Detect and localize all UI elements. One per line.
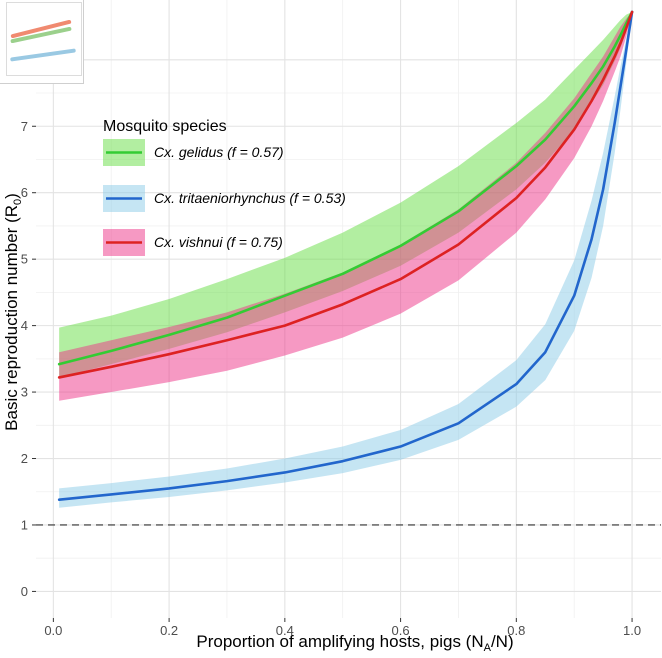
x-tick-label: 0.8	[507, 623, 525, 638]
y-tick-label: 5	[21, 252, 28, 267]
y-tick-label: 4	[21, 318, 28, 333]
y-axis-title: Basic reproduction number (R0)	[2, 193, 24, 431]
y-tick-label: 2	[21, 451, 28, 466]
confidence-bands	[59, 11, 633, 508]
series-lines	[57, 10, 634, 502]
thumbnail-band-blue	[10, 48, 76, 62]
y-tick-label: 1	[21, 517, 28, 532]
thumbnail-frame	[6, 2, 82, 76]
y-tick-label: 7	[21, 119, 28, 134]
line-series-2	[57, 10, 634, 379]
y-tick-label: 6	[21, 185, 28, 200]
legend-item-tritaeniorhynchus: Cx. tritaeniorhynchus (f = 0.53)	[103, 185, 346, 212]
band-series-1	[59, 11, 633, 508]
line-series-0	[57, 10, 634, 366]
legend-item-vishnui: Cx. vishnui (f = 0.75)	[103, 229, 283, 256]
line-series-1	[57, 10, 634, 502]
x-tick-label: 1.0	[623, 623, 641, 638]
legend-label-tritaeniorhynchus: Cx. tritaeniorhynchus (f = 0.53)	[154, 190, 346, 206]
x-tick-label: 0.4	[276, 623, 294, 638]
band-series-2	[59, 11, 633, 401]
chart-thumbnail	[0, 0, 84, 84]
x-tick-label: 0.2	[160, 623, 178, 638]
x-tick-label: 0.0	[44, 623, 62, 638]
y-tick-label: 0	[21, 584, 28, 599]
legend-label-gelidus: Cx. gelidus (f = 0.57)	[154, 144, 284, 160]
legend: Mosquito species Cx. gelidus (f = 0.57) …	[103, 118, 346, 256]
legend-item-gelidus: Cx. gelidus (f = 0.57)	[103, 139, 284, 166]
x-tick-label: 0.6	[392, 623, 410, 638]
y-tick-label: 3	[21, 385, 28, 400]
x-axis-ticks: 0.0 0.2 0.4 0.6 0.8 1.0	[44, 618, 641, 638]
legend-title: Mosquito species	[103, 118, 227, 135]
x-axis-title: Proportion of amplifying hosts, pigs (NA…	[196, 632, 513, 654]
legend-label-vishnui: Cx. vishnui (f = 0.75)	[154, 234, 283, 250]
